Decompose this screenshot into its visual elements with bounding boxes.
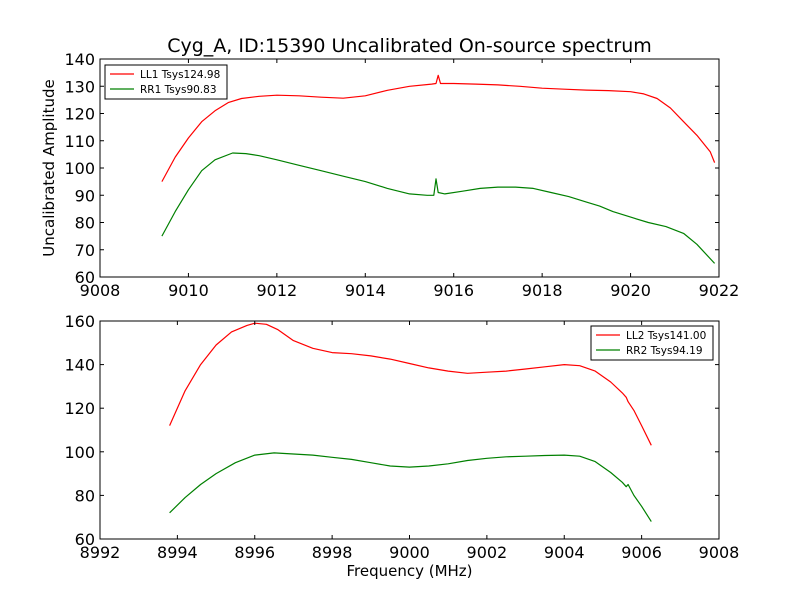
y-tick-label: 140	[64, 50, 95, 69]
x-axis-label: Frequency (MHz)	[346, 562, 472, 580]
y-tick-label: 130	[64, 77, 95, 96]
legend: LL2 Tsys141.00 RR2 Tsys94.19	[590, 325, 714, 361]
y-tick-label: 90	[75, 186, 95, 205]
y-tick-label: 60	[75, 530, 95, 549]
x-tick-label: 9010	[168, 281, 209, 300]
y-tick-label: 120	[64, 105, 95, 124]
chart-panel-2: 8992 8994 8996 8998 9000 9002 9004 9006 9008 60 80…	[64, 312, 739, 580]
x-tick-label: 8994	[157, 543, 198, 562]
chart-panel-1: 9008 9010 9012 9014 9016 9018 9020 9022 60 70 80 90…	[40, 35, 739, 300]
legend-label: RR2 Tsys94.19	[626, 345, 703, 357]
y-tick-label: 160	[64, 312, 95, 331]
y-tick-label: 80	[75, 486, 95, 505]
x-tick-label: 9012	[256, 281, 297, 300]
chart-title: Cyg_A, ID:15390 Uncalibrated On-source s…	[167, 35, 652, 57]
legend-label: LL1 Tsys124.98	[140, 69, 220, 81]
y-tick-label: 120	[64, 399, 95, 418]
x-tick-label: 9008	[80, 281, 121, 300]
x-tick-label: 8998	[312, 543, 353, 562]
x-tick-label: 9004	[544, 543, 585, 562]
y-tick-label: 100	[64, 443, 95, 462]
x-tick-label: 9006	[621, 543, 662, 562]
y-tick-label: 60	[75, 268, 95, 287]
legend: LL1 Tsys124.98 RR1 Tsys90.83	[104, 64, 228, 100]
legend-box	[590, 325, 714, 361]
x-tick-label: 8992	[80, 543, 121, 562]
series-line-2-2	[169, 452, 652, 522]
x-tick-label: 8996	[234, 543, 275, 562]
legend-label: LL2 Tsys141.00	[626, 330, 706, 342]
y-tick-label: 110	[64, 132, 95, 151]
y-tick-label: 80	[75, 214, 95, 233]
x-tick-label: 9008	[699, 543, 740, 562]
legend-box	[104, 64, 228, 100]
series-line-2-1	[169, 322, 652, 446]
x-tick-label: 9018	[522, 281, 563, 300]
y-axis-label: Uncalibrated Amplitude	[40, 79, 58, 256]
x-tick-label: 9002	[467, 543, 508, 562]
y-tick-label: 140	[64, 356, 95, 375]
legend-label: RR1 Tsys90.83	[140, 84, 217, 96]
x-tick-label: 9022	[699, 281, 740, 300]
y-tick-label: 100	[64, 159, 95, 178]
x-tick-label: 9020	[610, 281, 651, 300]
y-tick-label: 70	[75, 241, 95, 260]
x-tick-label: 9000	[389, 543, 430, 562]
x-tick-label: 9014	[345, 281, 386, 300]
series-line-1-1	[161, 74, 716, 182]
series-line-1-2	[161, 152, 716, 264]
x-tick-label: 9016	[433, 281, 474, 300]
